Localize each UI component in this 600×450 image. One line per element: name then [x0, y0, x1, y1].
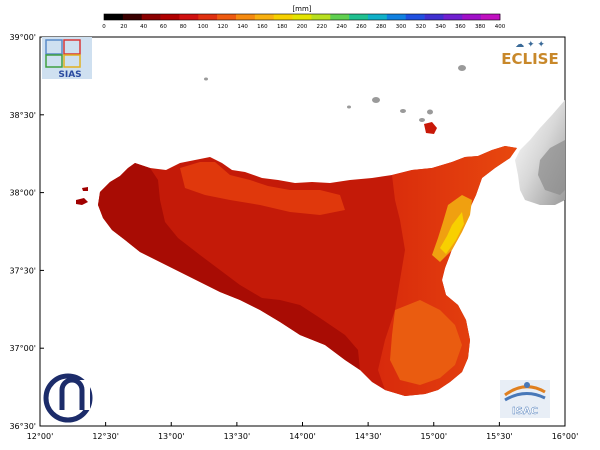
- colorbar-tick-label: 300: [396, 24, 407, 30]
- colorbar-tick-label: 280: [376, 24, 387, 30]
- colorbar-swatch: [254, 14, 275, 20]
- colorbar-tick-label: 0: [102, 24, 106, 30]
- island-egadi: [76, 198, 88, 205]
- longitude-tick-label: 13°30': [224, 432, 251, 441]
- isac-logo-text: ISAC: [512, 406, 538, 417]
- longitude-tick-label: 14°30': [355, 432, 382, 441]
- colorbar-swatch: [198, 14, 218, 20]
- colorbar-swatch: [349, 14, 369, 20]
- colorbar-swatch: [292, 14, 312, 20]
- island-egadi-2: [82, 187, 88, 191]
- colorbar-unit: [mm]: [292, 5, 311, 13]
- isac-logo: ISAC: [500, 380, 550, 418]
- longitude-tick-label: 12°30': [92, 432, 119, 441]
- colorbar-tick-label: 140: [237, 24, 248, 30]
- calabria-relief-dark: [538, 140, 565, 195]
- latitude-tick-label: 38°30': [9, 111, 36, 120]
- sicily-madonie: [180, 162, 345, 215]
- colorbar-tick-label: 200: [297, 24, 308, 30]
- longitude-tick-label: 16°00': [552, 432, 579, 441]
- colorbar-swatch: [405, 14, 425, 20]
- colorbar-swatch: [273, 14, 293, 20]
- colorbar-swatch: [236, 14, 256, 20]
- colorbar-swatch: [311, 14, 331, 20]
- colorbar-swatch: [104, 14, 124, 20]
- colorbar-swatch: [141, 14, 161, 20]
- longitude-tick-label: 12°00': [27, 432, 54, 441]
- colorbar-tick-label: 320: [416, 24, 427, 30]
- colorbar-swatch: [386, 14, 407, 20]
- colorbar-tick-label: 100: [198, 24, 209, 30]
- colorbar-tick-label: 60: [160, 24, 167, 30]
- latitude-axis: 39°00' 38°30' 38°00' 37°30' 37°00' 36°30': [9, 33, 44, 431]
- cnr-logo: [43, 373, 93, 423]
- colorbar-swatch: [160, 14, 180, 20]
- longitude-tick-label: 13°00': [158, 432, 185, 441]
- colorbar-tick-label: 220: [317, 24, 328, 30]
- colorbar-swatch: [481, 14, 501, 20]
- colorbar-swatch: [443, 14, 463, 20]
- colorbar-swatch: [217, 14, 237, 20]
- colorbar-swatch: [462, 14, 482, 20]
- colorbar-tick-label: 360: [455, 24, 466, 30]
- colorbar-tick-label: 180: [277, 24, 288, 30]
- colorbar-tick-label: 400: [495, 24, 506, 30]
- colorbar-tick-label: 120: [218, 24, 229, 30]
- colorbar-tick-label: 160: [257, 24, 268, 30]
- colorbar-swatch: [368, 14, 388, 20]
- eclise-logo-text: ECLISE: [501, 50, 558, 68]
- sias-logo: SIAS: [42, 37, 92, 80]
- colorbar-tick-label: 340: [435, 24, 446, 30]
- colorbar-swatch: [330, 14, 350, 20]
- colorbar-swatch: [179, 14, 199, 20]
- longitude-tick-label: 15°00': [420, 432, 447, 441]
- latitude-tick-label: 37°00': [9, 344, 36, 353]
- longitude-tick-label: 14°00': [289, 432, 316, 441]
- latitude-tick-label: 38°00': [9, 189, 36, 198]
- colorbar-tick-label: 20: [120, 24, 127, 30]
- colorbar-tick-label: 260: [356, 24, 367, 30]
- sicily-iblei: [390, 300, 462, 385]
- colorbar-tick-label: 240: [336, 24, 347, 30]
- colorbar-swatch: [122, 14, 143, 20]
- colorbar-tick-label: 40: [140, 24, 147, 30]
- small-islands: [204, 65, 466, 122]
- colorbar-tick-label: 80: [180, 24, 187, 30]
- etna-core: [440, 212, 464, 254]
- latitude-tick-label: 36°30': [9, 422, 36, 431]
- latitude-tick-label: 37°30': [9, 266, 36, 275]
- colorbar: 0 20 40 60 80 100 120 140 160 180 200 220 240 260 280 3…: [102, 13, 506, 30]
- longitude-axis: 12°00' 12°30' 13°00' 13°30' 14°00' 14°30' 15°0…: [27, 422, 579, 441]
- colorbar-border: [103, 13, 501, 21]
- eclise-logo-mark: ☁ ✦ ✦: [515, 40, 545, 50]
- island-lipari: [424, 122, 437, 134]
- latitude-tick-label: 39°00': [9, 33, 36, 42]
- sias-logo-text: SIAS: [58, 70, 81, 80]
- sicily-west: [98, 163, 360, 370]
- eclise-logo: ☁ ✦ ✦ ECLISE: [501, 40, 558, 68]
- colorbar-tick-label: 380: [475, 24, 486, 30]
- longitude-tick-label: 15°30': [486, 432, 513, 441]
- colorbar-swatch: [424, 14, 444, 20]
